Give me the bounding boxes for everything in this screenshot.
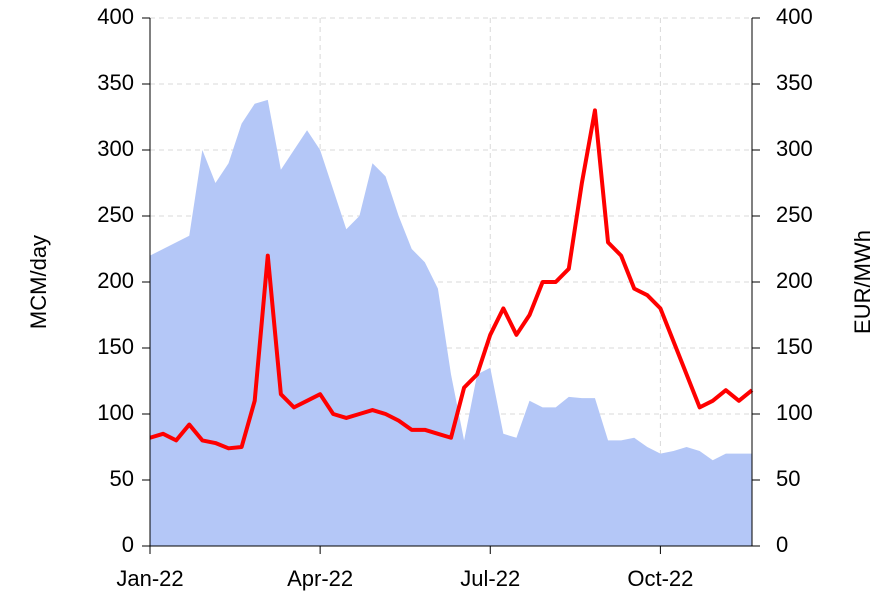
y-axis-title: MCM/day: [26, 235, 51, 329]
area: [150, 99, 752, 546]
y-tick-label: 50: [110, 466, 134, 491]
y-tick-label: 200: [97, 268, 134, 293]
y2-tick-label: 50: [776, 466, 800, 491]
y-tick-label: 0: [122, 532, 134, 557]
y2-tick-label: 100: [776, 400, 813, 425]
y-tick-label: 250: [97, 202, 134, 227]
y2-tick-label: 150: [776, 334, 813, 359]
y2-tick-label: 350: [776, 70, 813, 95]
line: [149, 108, 754, 451]
x-tick-label: Jan-22: [116, 566, 183, 591]
x-tick-label: Jul-22: [460, 566, 520, 591]
y-tick-label: 400: [97, 4, 134, 29]
y2-tick-label: 0: [776, 532, 788, 557]
y-tick-label: 150: [97, 334, 134, 359]
y-tick-label: 100: [97, 400, 134, 425]
y-tick-label: 300: [97, 136, 134, 161]
y2-tick-label: 250: [776, 202, 813, 227]
y-tick-label: 350: [97, 70, 134, 95]
y2-axis-title: EUR/MWh: [850, 230, 875, 334]
y2-tick-label: 300: [776, 136, 813, 161]
x-tick-label: Oct-22: [627, 566, 693, 591]
x-tick-label: Apr-22: [287, 566, 353, 591]
y2-tick-label: 400: [776, 4, 813, 29]
y2-tick-label: 200: [776, 268, 813, 293]
